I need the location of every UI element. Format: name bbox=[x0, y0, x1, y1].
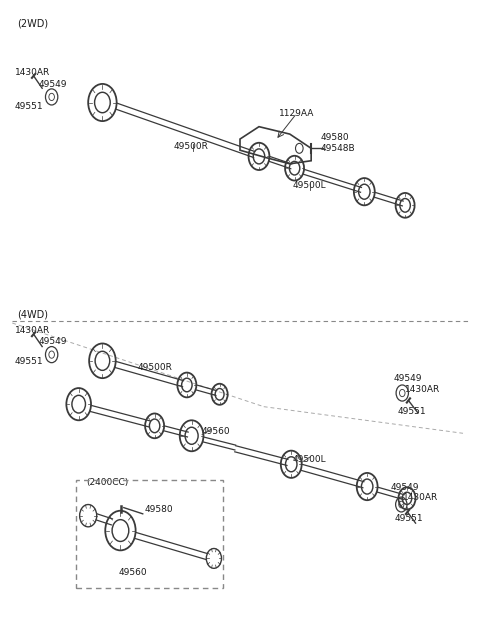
Text: 1430AR: 1430AR bbox=[403, 493, 438, 502]
Text: 49580: 49580 bbox=[144, 504, 173, 514]
Text: (4WD): (4WD) bbox=[17, 309, 48, 319]
Text: 49500R: 49500R bbox=[138, 363, 173, 372]
Text: 49560: 49560 bbox=[201, 427, 230, 436]
Text: 49551: 49551 bbox=[14, 102, 43, 111]
Text: 1129AA: 1129AA bbox=[279, 109, 314, 118]
Text: 49560: 49560 bbox=[119, 568, 148, 577]
Text: 49549: 49549 bbox=[38, 338, 67, 346]
Text: 49500R: 49500R bbox=[174, 142, 208, 151]
Text: 1430AR: 1430AR bbox=[14, 68, 50, 77]
Text: 49580: 49580 bbox=[321, 133, 349, 142]
Text: 49551: 49551 bbox=[394, 514, 423, 523]
Text: 49551: 49551 bbox=[14, 357, 43, 366]
Text: 1430AR: 1430AR bbox=[14, 326, 50, 335]
Text: (2WD): (2WD) bbox=[17, 18, 48, 28]
Text: 49548B: 49548B bbox=[321, 144, 355, 153]
Text: 49551: 49551 bbox=[397, 407, 426, 416]
Text: 49500L: 49500L bbox=[292, 181, 326, 190]
Text: 1430AR: 1430AR bbox=[405, 385, 440, 394]
Text: 49549: 49549 bbox=[391, 483, 420, 492]
Bar bbox=[76, 480, 223, 588]
Text: 49549: 49549 bbox=[38, 80, 67, 89]
Text: 49500L: 49500L bbox=[292, 455, 326, 464]
Text: (2400CC): (2400CC) bbox=[86, 478, 128, 487]
Text: 49549: 49549 bbox=[393, 374, 422, 384]
